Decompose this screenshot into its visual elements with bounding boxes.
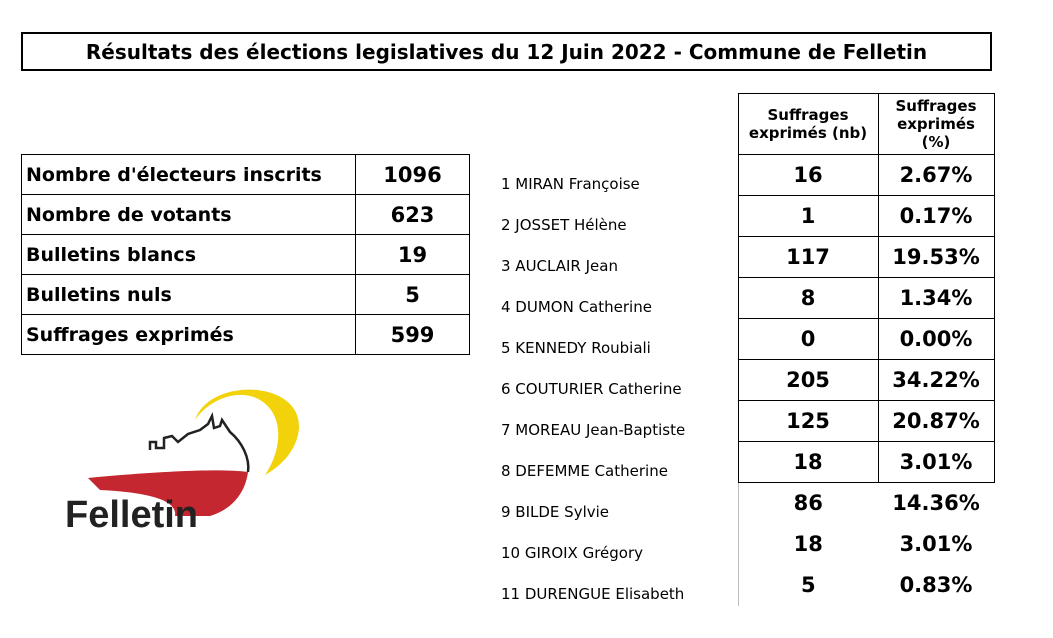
candidate-percent: 20.87% [877,400,995,442]
candidate-row: 3 AUCLAIR Jean 117 19.53% [497,236,995,278]
candidate-row: 9 BILDE Sylvie 86 14.36% [497,482,994,524]
candidate-name: 4 DUMON Catherine [501,297,652,316]
summary-label: Nombre de votants [21,194,356,235]
header-row: Suffrages exprimés (nb) Suffrages exprim… [497,93,995,155]
candidate-votes: 86 [737,482,878,524]
candidate-percent: 34.22% [877,359,995,401]
summary-label: Bulletins blancs [21,234,356,275]
header-nb-line2: exprimés (nb) [748,124,868,142]
summary-value: 19 [355,234,470,275]
candidate-votes: 18 [737,523,878,565]
summary-row: Suffrages exprimés 599 [21,314,470,355]
candidate-name: 3 AUCLAIR Jean [501,256,618,275]
logo-sun-arc [195,389,299,475]
candidate-votes: 117 [737,236,879,278]
candidates-table: Suffrages exprimés (nb) Suffrages exprim… [497,93,995,606]
candidate-name: 7 MOREAU Jean-Baptiste [501,420,686,439]
candidate-name: 8 DEFEMME Catherine [501,461,668,480]
candidate-row: 4 DUMON Catherine 8 1.34% [497,277,995,319]
candidate-name: 11 DURENGUE Elisabeth [501,584,685,603]
candidate-votes: 0 [737,318,879,360]
page-title: Résultats des élections legislatives du … [21,32,992,71]
header-spacer [497,94,738,155]
candidate-name: 1 MIRAN Françoise [501,174,640,193]
header-pct-line2: exprimés [897,115,975,133]
candidate-percent: 3.01% [877,441,995,483]
candidate-percent: 3.01% [899,532,973,556]
felletin-logo: Felletin [65,389,299,536]
candidate-row: 7 MOREAU Jean-Baptiste 125 20.87% [497,400,995,442]
candidate-row: 8 DEFEMME Catherine 18 3.01% [497,441,995,483]
candidate-name: 5 KENNEDY Roubiali [501,338,651,357]
header-pct-line1: Suffrages [895,97,977,115]
candidate-row: 6 COUTURIER Catherine 205 34.22% [497,359,995,401]
candidate-percent: 14.36% [892,491,980,516]
candidate-votes: 8 [737,277,879,319]
summary-value: 599 [355,314,470,355]
candidate-votes: 125 [737,400,879,442]
summary-value: 623 [355,194,470,235]
logo-town-skyline [148,412,250,473]
candidate-percent: 19.53% [877,236,995,278]
candidate-votes: 1 [737,195,879,237]
header-nb: Suffrages exprimés (nb) [737,93,879,155]
header-nb-line1: Suffrages [767,106,849,124]
candidate-votes: 5 [737,564,878,606]
summary-value: 5 [355,274,470,315]
candidate-percent: 0.83% [899,573,973,597]
summary-label: Suffrages exprimés [21,314,356,355]
candidate-percent: 0.17% [877,195,995,237]
candidate-percent: 2.67% [877,154,995,196]
header-pct-line3: (%) [921,133,951,151]
candidate-row: 10 GIROIX Grégory 18 3.01% [497,523,994,565]
candidate-row: 2 JOSSET Hélène 1 0.17% [497,195,995,237]
summary-row: Nombre d'électeurs inscrits 1096 [21,154,470,195]
logo-text: Felletin [65,494,198,536]
candidate-row: 11 DURENGUE Elisabeth 5 0.83% [497,564,994,606]
candidate-percent: 0.00% [877,318,995,360]
candidate-votes: 205 [737,359,879,401]
summary-row: Bulletins nuls 5 [21,274,470,315]
summary-row: Nombre de votants 623 [21,194,470,235]
summary-row: Bulletins blancs 19 [21,234,470,275]
candidate-row: 1 MIRAN Françoise 16 2.67% [497,154,995,196]
candidate-name: 2 JOSSET Hélène [501,215,627,234]
header-pct: Suffrages exprimés (%) [877,93,995,155]
logo-red-band [88,470,248,516]
candidate-name: 6 COUTURIER Catherine [501,379,682,398]
summary-label: Nombre d'électeurs inscrits [21,154,356,195]
candidate-name: 9 BILDE Sylvie [501,502,610,521]
candidate-votes: 16 [737,154,879,196]
candidate-votes: 18 [737,441,879,483]
summary-label: Bulletins nuls [21,274,356,315]
candidate-row: 5 KENNEDY Roubiali 0 0.00% [497,318,995,360]
summary-table: Nombre d'électeurs inscrits 1096 Nombre … [21,154,470,355]
summary-value: 1096 [355,154,470,195]
candidate-percent: 1.34% [877,277,995,319]
candidate-name: 10 GIROIX Grégory [501,543,644,562]
